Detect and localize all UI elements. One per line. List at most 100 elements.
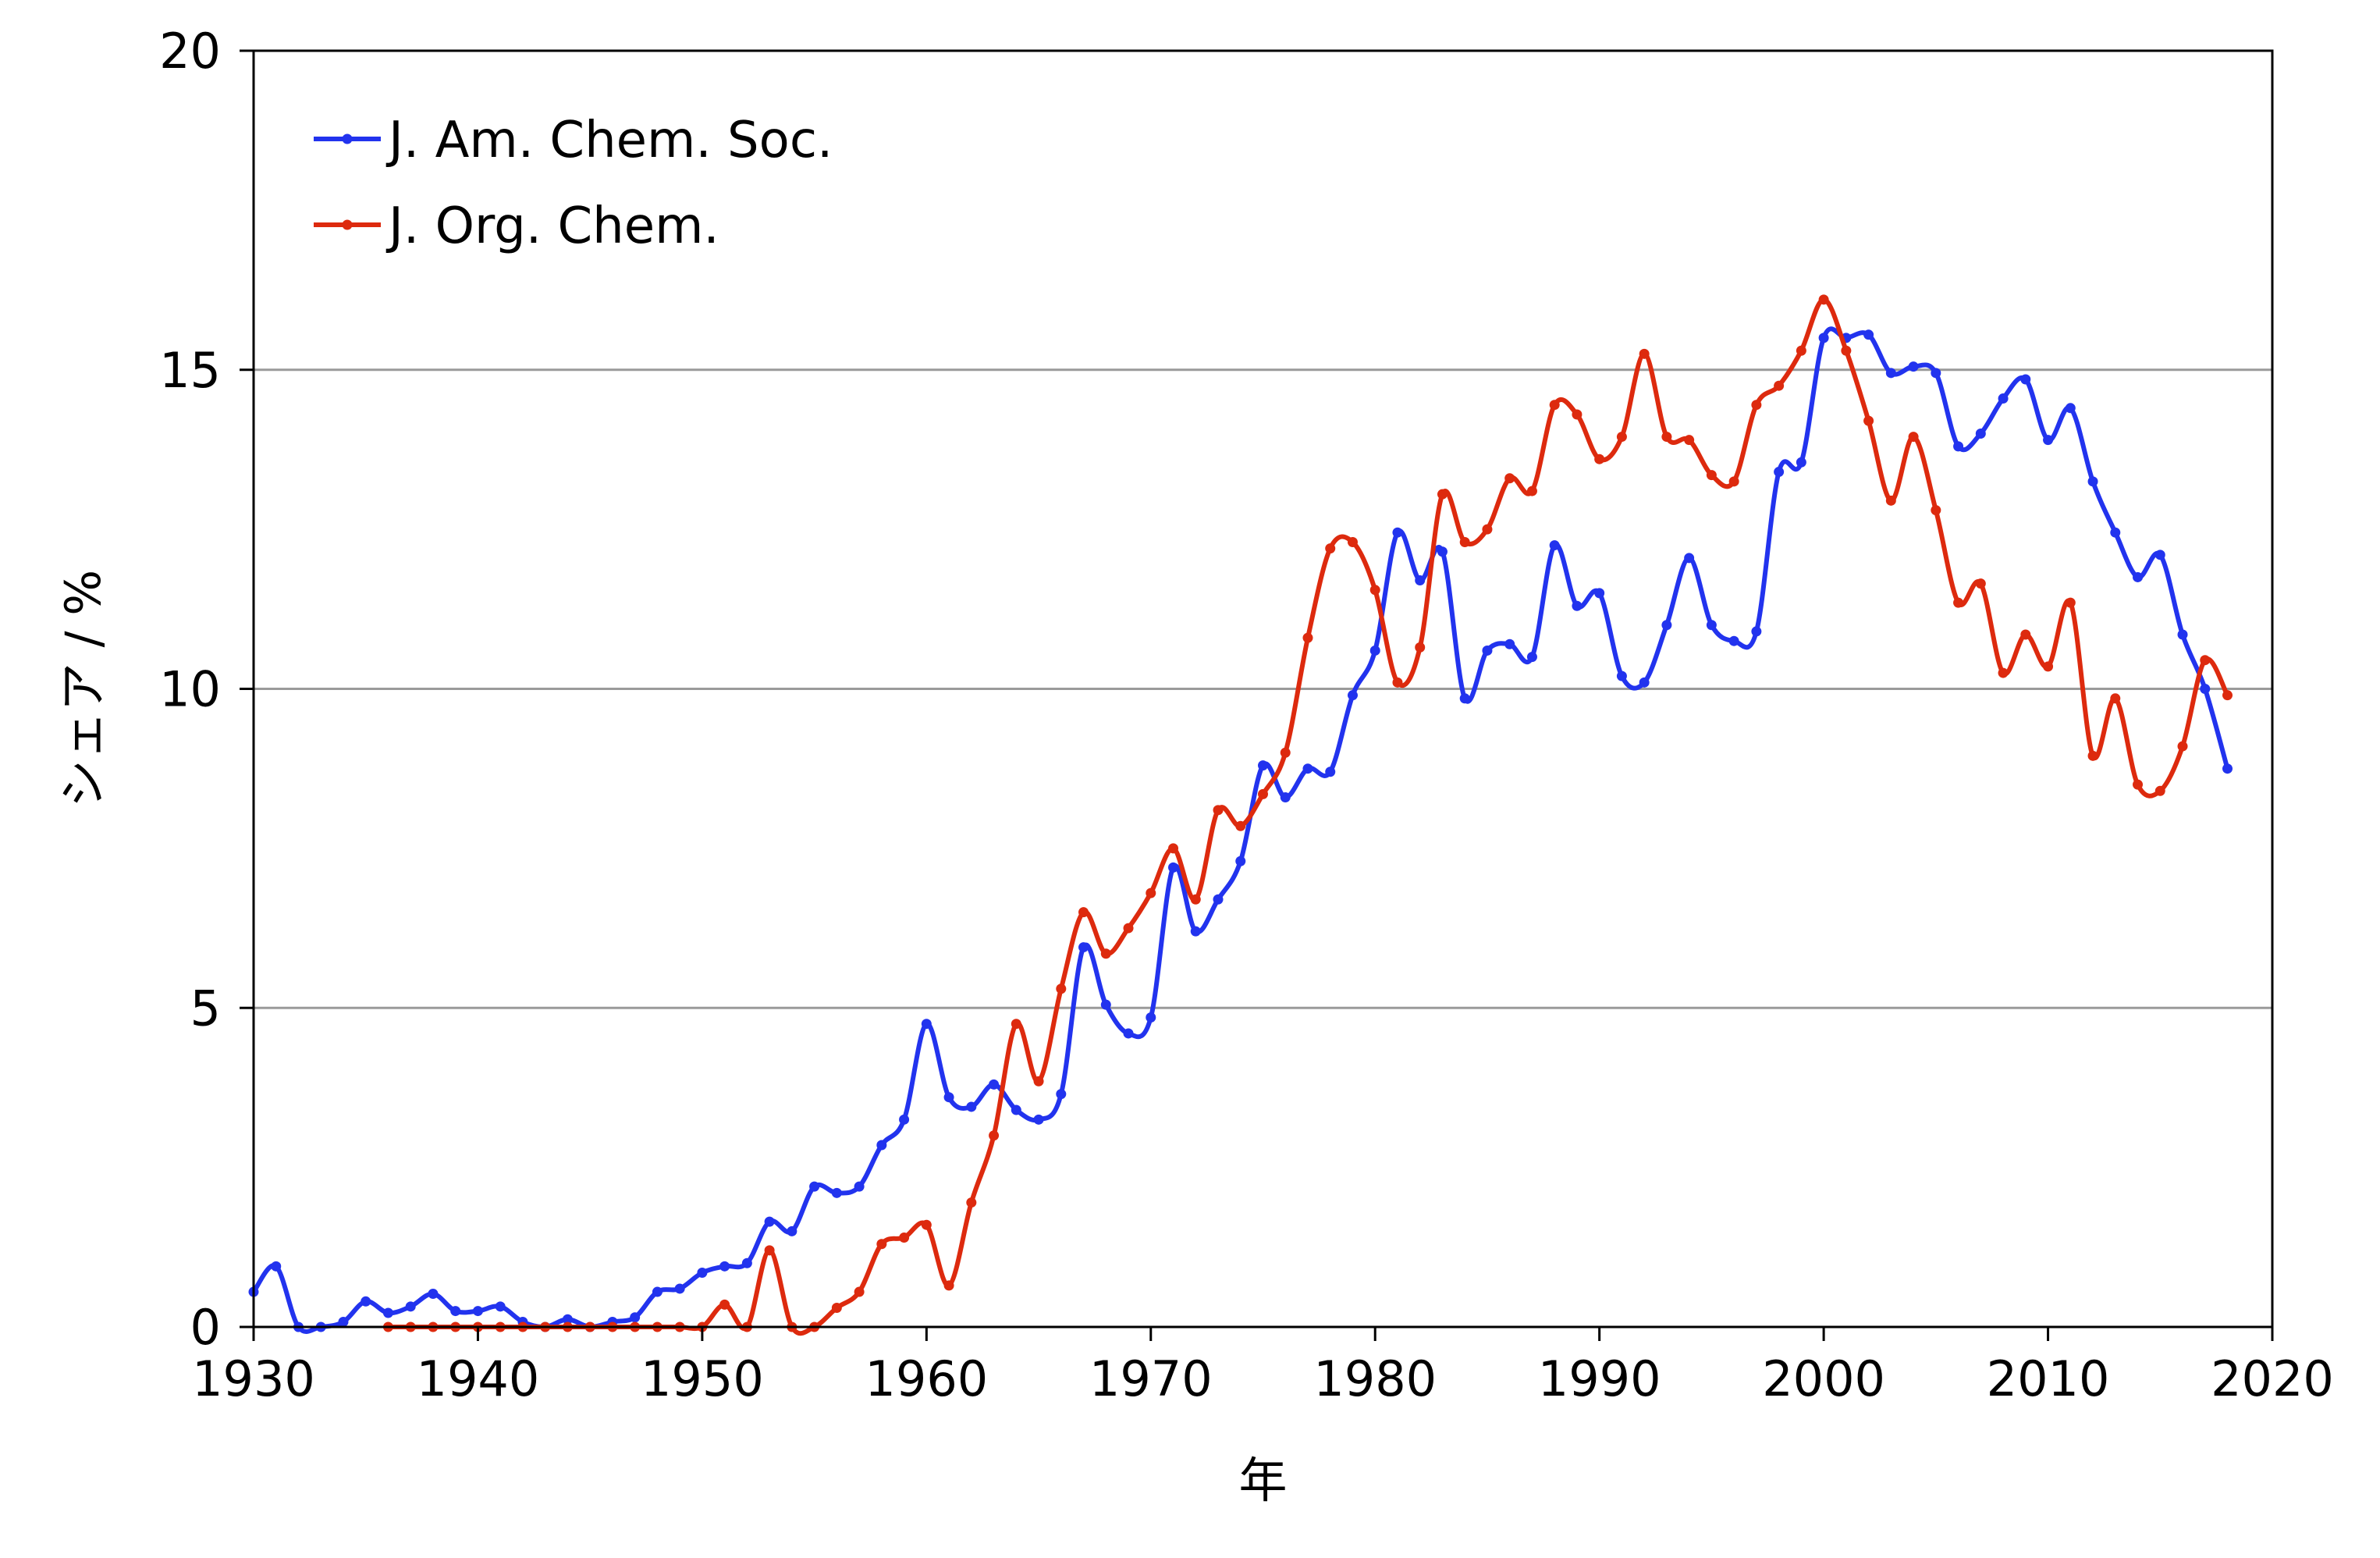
- data-point: [361, 1296, 371, 1307]
- data-point: [1572, 600, 1583, 611]
- data-point: [405, 1301, 416, 1312]
- data-point: [1302, 632, 1313, 643]
- data-point: [1168, 843, 1179, 854]
- data-point: [1213, 894, 1224, 905]
- data-point: [1728, 476, 1739, 487]
- data-point: [2043, 435, 2054, 446]
- data-point: [1347, 536, 1358, 547]
- data-point: [989, 1130, 1000, 1141]
- data-point: [1908, 432, 1919, 443]
- y-axis-title: シェア / %: [55, 570, 112, 808]
- data-point: [899, 1114, 910, 1125]
- data-point: [1885, 495, 1896, 506]
- data-point: [2177, 629, 2188, 640]
- data-point: [1369, 585, 1380, 596]
- data-point: [1796, 345, 1806, 356]
- x-tick-label: 1930: [192, 1350, 315, 1407]
- data-point: [1706, 620, 1717, 631]
- data-point: [1011, 1019, 1021, 1030]
- y-tick-label: 20: [159, 23, 221, 80]
- data-point: [1572, 409, 1583, 420]
- data-point: [1011, 1104, 1021, 1115]
- x-tick-label: 1940: [417, 1350, 540, 1407]
- data-point: [1459, 693, 1470, 704]
- data-point: [697, 1268, 708, 1279]
- data-point: [1347, 690, 1358, 701]
- x-axis-title: 年: [1238, 1452, 1287, 1509]
- data-point: [472, 1306, 483, 1317]
- x-tick-label: 1950: [641, 1350, 764, 1407]
- data-point: [787, 1225, 797, 1236]
- data-point: [271, 1261, 282, 1272]
- data-point: [876, 1239, 887, 1250]
- data-point: [943, 1092, 954, 1103]
- x-tick-label: 1990: [1538, 1350, 1661, 1407]
- data-point: [1885, 368, 1896, 379]
- data-point: [719, 1299, 730, 1310]
- data-point: [1975, 429, 1986, 439]
- data-point: [1437, 489, 1448, 500]
- data-point: [1549, 400, 1560, 411]
- data-point: [1302, 763, 1313, 774]
- data-point: [764, 1216, 775, 1227]
- data-point: [1482, 645, 1493, 656]
- data-point: [1258, 788, 1268, 799]
- data-point: [1190, 926, 1201, 937]
- data-point: [1325, 543, 1336, 554]
- data-point: [1774, 380, 1785, 391]
- data-point: [2177, 741, 2188, 752]
- data-point: [2222, 690, 2233, 701]
- data-point: [809, 1181, 820, 1192]
- data-point: [1953, 441, 1964, 452]
- data-point: [2065, 597, 2076, 608]
- data-point: [1258, 760, 1268, 771]
- data-point: [1056, 1089, 1067, 1100]
- data-point: [1526, 486, 1537, 496]
- data-point: [674, 1283, 685, 1294]
- data-point: [1953, 597, 1964, 608]
- data-point: [1594, 454, 1605, 464]
- data-point: [2154, 785, 2165, 796]
- data-point: [495, 1301, 506, 1312]
- data-point: [1863, 329, 1874, 340]
- data-point: [2110, 693, 2121, 704]
- data-point: [1616, 432, 1627, 443]
- data-point: [1684, 553, 1695, 564]
- data-point: [1908, 361, 1919, 372]
- data-point: [2087, 750, 2098, 761]
- data-point: [854, 1286, 865, 1297]
- legend-label: J. Am. Chem. Soc.: [385, 112, 833, 169]
- data-point: [719, 1261, 730, 1272]
- data-point: [2020, 629, 2031, 640]
- data-point: [1639, 677, 1650, 688]
- data-point: [1706, 470, 1717, 481]
- data-point: [831, 1302, 842, 1313]
- data-point: [1751, 626, 1762, 637]
- data-point: [1998, 393, 2009, 404]
- data-point: [1392, 677, 1403, 688]
- data-point: [2200, 684, 2211, 694]
- data-point: [1639, 348, 1650, 359]
- data-point: [1504, 473, 1515, 484]
- data-point: [831, 1187, 842, 1198]
- data-point: [1684, 435, 1695, 446]
- x-tick-label: 2010: [1987, 1350, 2110, 1407]
- x-tick-label: 2000: [1762, 1350, 1885, 1407]
- y-tick-label: 0: [190, 1299, 221, 1356]
- data-point: [1146, 1012, 1156, 1023]
- data-point: [1190, 894, 1201, 905]
- x-tick-label: 2020: [2211, 1350, 2334, 1407]
- legend-item: J. Am. Chem. Soc.: [314, 112, 833, 169]
- data-point: [1056, 984, 1067, 994]
- data-point: [1459, 536, 1470, 547]
- legend-item: J. Org. Chem.: [314, 197, 719, 255]
- data-point: [2133, 779, 2144, 790]
- data-point: [2133, 571, 2144, 582]
- data-point: [1415, 642, 1426, 653]
- data-point: [1123, 1028, 1134, 1039]
- data-point: [921, 1219, 932, 1230]
- data-point: [989, 1079, 1000, 1090]
- legend-marker: [342, 133, 353, 144]
